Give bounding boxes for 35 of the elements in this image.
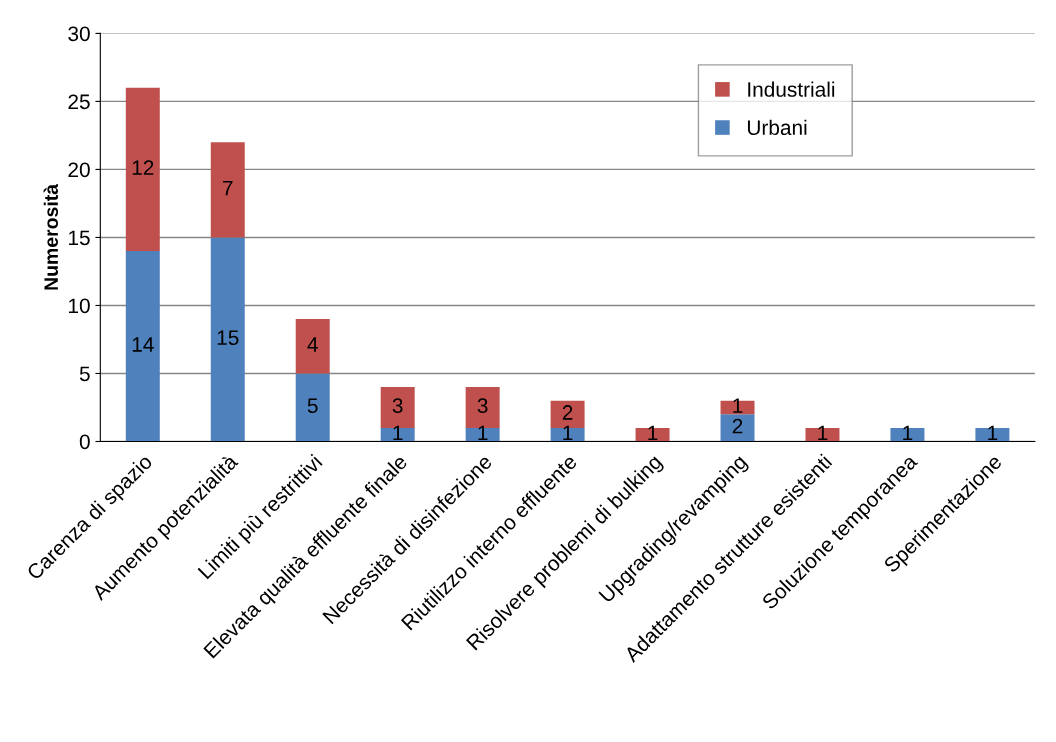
bar	[125, 87, 160, 252]
data-label: 1	[648, 425, 658, 441]
data-label: 1	[988, 425, 998, 441]
data-label: 1	[733, 398, 743, 413]
data-label: 7	[223, 180, 233, 196]
bar	[125, 251, 160, 442]
bar	[210, 237, 245, 442]
data-label: 2	[732, 418, 743, 434]
y-tick-label: 30	[68, 26, 90, 42]
bar	[295, 319, 330, 374]
bar	[720, 414, 755, 442]
data-label: 4	[307, 337, 318, 352]
data-label: 15	[217, 330, 239, 346]
data-label: 12	[132, 160, 154, 175]
data-label: 14	[132, 337, 154, 352]
y-tick-label: 5	[79, 366, 90, 382]
data-label: 1	[478, 425, 488, 441]
legend-label: Industriali	[748, 81, 835, 97]
data-label: 3	[477, 398, 488, 414]
data-label: 5	[307, 398, 318, 414]
legend-label: Urbani	[747, 119, 807, 136]
data-label: 3	[392, 398, 403, 414]
y-tick-label: 20	[68, 162, 90, 178]
y-axis-title: Numerosità	[43, 183, 59, 290]
y-tick-label: 0	[79, 434, 90, 450]
data-label: 1	[563, 425, 573, 441]
data-label: 1	[818, 425, 828, 441]
data-label: 2	[562, 405, 573, 420]
y-tick-label: 15	[69, 230, 90, 246]
bar	[210, 142, 245, 238]
y-tick-label: 25	[68, 94, 90, 110]
data-label: 1	[903, 425, 913, 441]
y-tick-label: 10	[69, 298, 90, 314]
bar	[295, 373, 330, 442]
data-label: 1	[393, 425, 403, 441]
